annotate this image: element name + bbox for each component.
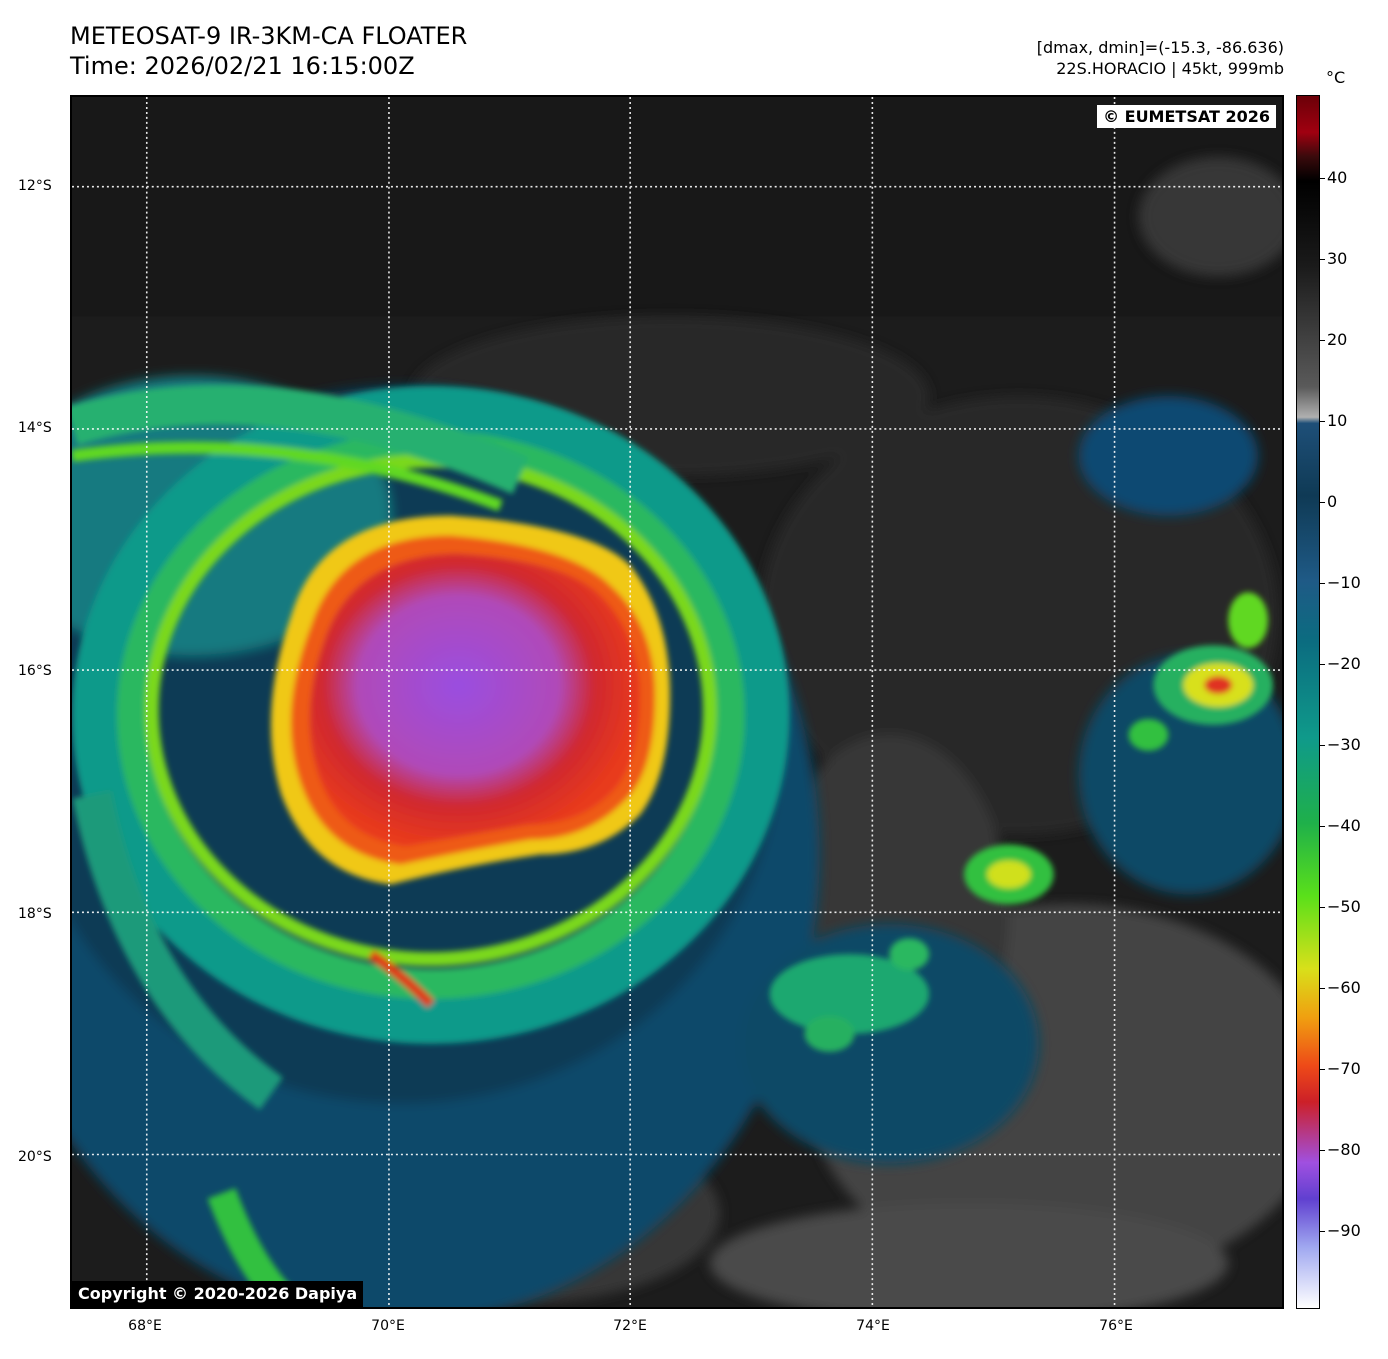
- colorbar-tickmark: [1320, 664, 1325, 665]
- lon-label-68e: 68°E: [128, 1318, 162, 1334]
- colorbar-tickmark: [1320, 745, 1325, 746]
- lon-label-76e: 76°E: [1099, 1318, 1133, 1334]
- colorbar-tickmark: [1320, 1231, 1325, 1232]
- colorbar-tick-m80: −80: [1327, 1140, 1361, 1159]
- lat-label-18s: 18°S: [18, 906, 52, 922]
- colorbar-tick-m90: −90: [1327, 1221, 1361, 1240]
- colorbar-tickmark: [1320, 1150, 1325, 1151]
- temperature-colorbar: [1296, 95, 1320, 1309]
- colorbar-tickmark: [1320, 421, 1325, 422]
- colorbar-tick-30: 30: [1327, 249, 1348, 268]
- colorbar-tick-m30: −30: [1327, 735, 1361, 754]
- satellite-map[interactable]: © EUMETSAT 2026 Copyright © 2020-2026 Da…: [70, 95, 1284, 1309]
- colorbar-tick-40: 40: [1327, 168, 1348, 187]
- colorbar-tickmark: [1320, 1069, 1325, 1070]
- lat-label-14s: 14°S: [18, 420, 52, 436]
- colorbar-tickmark: [1320, 340, 1325, 341]
- colorbar-tickmark: [1320, 988, 1325, 989]
- colorbar-tick-m10: −10: [1327, 573, 1361, 592]
- colorbar-tickmark: [1320, 259, 1325, 260]
- lat-label-12s: 12°S: [18, 178, 52, 194]
- colorbar-tick-20: 20: [1327, 330, 1348, 349]
- timestamp: Time: 2026/02/21 16:15:00Z: [70, 52, 415, 80]
- lon-label-74e: 74°E: [856, 1318, 890, 1334]
- colorbar-tickmark: [1320, 178, 1325, 179]
- colorbar-tickmark: [1320, 502, 1325, 503]
- colorbar-tick-m70: −70: [1327, 1059, 1361, 1078]
- graticule: [72, 97, 1282, 1307]
- colorbar-tick-m50: −50: [1327, 897, 1361, 916]
- colorbar-tick-10: 10: [1327, 411, 1348, 430]
- storm-info: 22S.HORACIO | 45kt, 999mb: [1056, 59, 1284, 78]
- colorbar-tickmark: [1320, 826, 1325, 827]
- colorbar-tick-m60: −60: [1327, 978, 1361, 997]
- colorbar-tick-m20: −20: [1327, 654, 1361, 673]
- dapiya-copyright: Copyright © 2020-2026 Dapiya: [72, 1281, 364, 1307]
- product-title: METEOSAT-9 IR-3KM-CA FLOATER: [70, 22, 468, 50]
- colorbar-tick-0: 0: [1327, 492, 1338, 511]
- data-range: [dmax, dmin]=(-15.3, -86.636): [1036, 38, 1284, 57]
- ir-imagery: [72, 97, 1282, 1307]
- colorbar-tickmark: [1320, 583, 1325, 584]
- colorbar-tick-m40: −40: [1327, 816, 1361, 835]
- colorbar-unit: °C: [1326, 68, 1346, 87]
- lon-label-70e: 70°E: [371, 1318, 405, 1334]
- colorbar-tickmark: [1320, 907, 1325, 908]
- lat-label-20s: 20°S: [18, 1149, 52, 1165]
- lon-label-72e: 72°E: [613, 1318, 647, 1334]
- eumetsat-watermark: © EUMETSAT 2026: [1097, 105, 1276, 128]
- lat-label-16s: 16°S: [18, 663, 52, 679]
